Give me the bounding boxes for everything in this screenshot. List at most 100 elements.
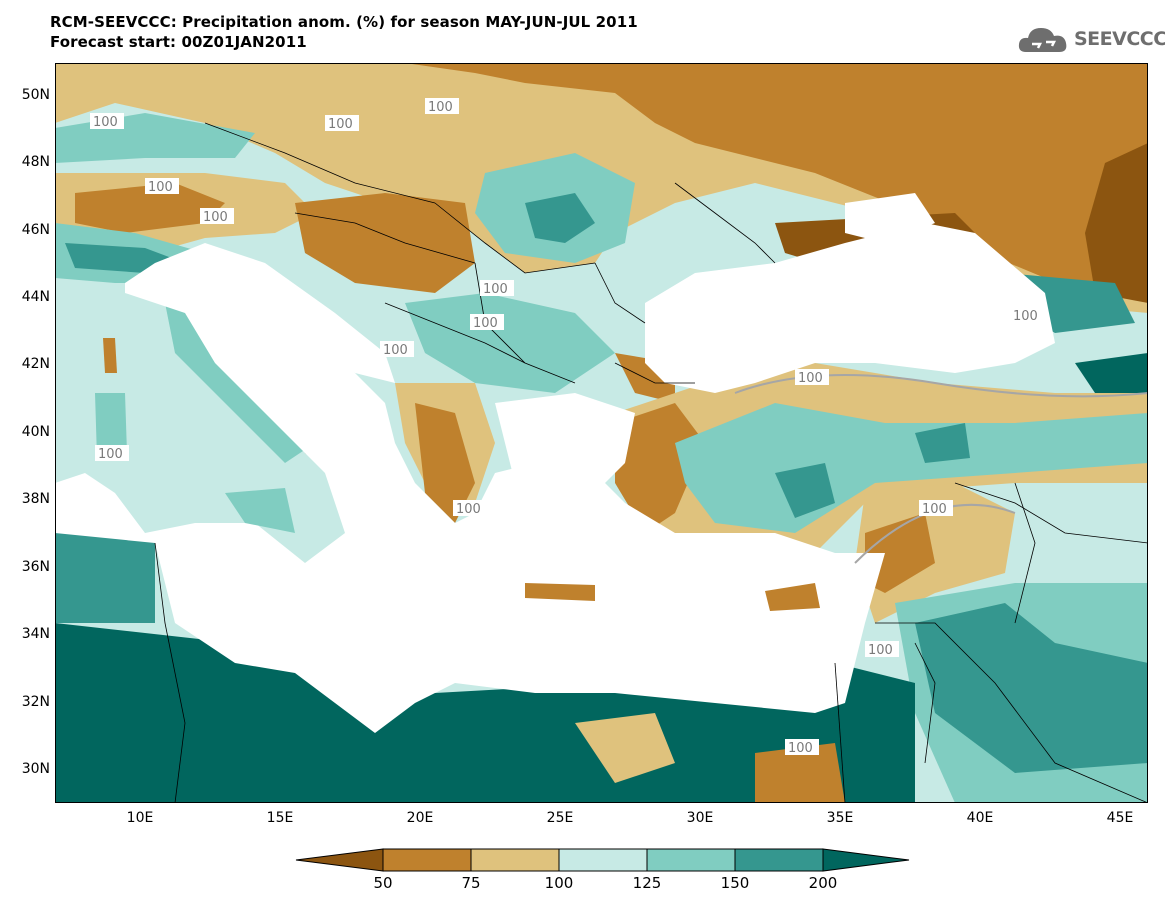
field-carpathian-wetter: [525, 193, 595, 243]
contour-label-box: [795, 369, 829, 385]
lat-label: 38N: [21, 491, 50, 507]
lon-label: 40E: [966, 810, 994, 826]
lon-label: 20E: [406, 810, 434, 826]
lat-label: 46N: [21, 222, 50, 238]
colorbar-label: 150: [720, 874, 750, 892]
field-egypt-drier: [755, 743, 845, 803]
field-alps-drier: [75, 183, 225, 233]
colorbar-segment-50-75: [382, 848, 472, 872]
title-line-1: RCM-SEEVCCC: Precipitation anom. (%) for…: [50, 13, 638, 31]
colorbar-segment-75-100: [470, 848, 560, 872]
contour-label-box: [865, 641, 899, 657]
colorbar-segment-lt50: [295, 848, 384, 872]
logo-text: SEEVCCC: [1074, 28, 1165, 50]
lat-label: 40N: [21, 424, 50, 440]
contour-line-100: [734, 374, 1148, 398]
field-greece-drier: [415, 403, 475, 523]
chart-title: RCM-SEEVCCC: Precipitation anom. (%) for…: [50, 12, 638, 52]
contour-label-11: 100: [798, 371, 823, 386]
contour-label-box: [470, 314, 504, 330]
contour-label-box: [425, 98, 459, 114]
map-frame-border: [55, 63, 1148, 803]
contour-label-box: [785, 739, 819, 755]
field-turkey-east-wetter: [915, 423, 970, 463]
field-hungary-dry: [295, 193, 475, 293]
colorbar-label: 50: [373, 874, 393, 892]
colorbar-label: 100: [544, 874, 574, 892]
contour-label-1: 100: [93, 115, 118, 130]
colorbar-label: 75: [461, 874, 481, 892]
island-sicily: [225, 488, 295, 533]
contour-label-14: 100: [868, 643, 893, 658]
contour-label-box: [95, 445, 129, 461]
contour-label-box: [145, 178, 179, 194]
contour-label-7: 100: [473, 316, 498, 331]
lat-label: 48N: [21, 154, 50, 170]
lon-label: 10E: [126, 810, 154, 826]
colorbar-segment-100-125: [558, 848, 648, 872]
lat-label: 30N: [21, 761, 50, 777]
colorbar-segment-125-150: [646, 848, 736, 872]
title-line-2: Forecast start: 00Z01JAN2011: [50, 33, 307, 51]
contour-label-box: [1010, 307, 1044, 323]
island-crete: [525, 583, 595, 601]
field-mesopotamia-wetter: [915, 603, 1148, 773]
cloud-icon: [1018, 28, 1067, 52]
sea-black-sea: [645, 223, 1055, 393]
lon-label: 35E: [826, 810, 854, 826]
lon-label: 15E: [266, 810, 294, 826]
sea-adriatic: [205, 243, 395, 383]
sea-mediterranean: [55, 243, 885, 733]
field-levant-drier: [865, 513, 935, 593]
field-caucasus-wettest: [1075, 353, 1148, 393]
field-balkans-wet: [405, 293, 615, 393]
contour-labels: 100 100 100 100 100 100 100 100 100 100 …: [90, 98, 1044, 756]
field-egypt-dry: [575, 713, 675, 783]
contour-label-12: 100: [1013, 309, 1038, 324]
contour-label-8: 100: [383, 343, 408, 358]
lat-label: 42N: [21, 356, 50, 372]
precipitation-map: 100 100 100 100 100 100 100 100 100 100 …: [55, 63, 1148, 803]
lon-label: 30E: [686, 810, 714, 826]
contour-label-box: [480, 280, 514, 296]
contour-label-9: 100: [98, 447, 123, 462]
island-corsica: [103, 338, 117, 373]
contour-label-box: [380, 341, 414, 357]
lat-label: 44N: [21, 289, 50, 305]
lat-label: 32N: [21, 694, 50, 710]
contour-label-3: 100: [428, 100, 453, 115]
island-cyprus: [765, 583, 820, 611]
seevccc-logo: SEEVCCC: [1016, 22, 1165, 58]
contour-label-5: 100: [203, 210, 228, 225]
lat-label: 50N: [21, 87, 50, 103]
colorbar-segment-150-200: [734, 848, 824, 872]
sea-azov: [845, 193, 935, 243]
contour-label-10: 100: [456, 502, 481, 517]
contour-label-6: 100: [483, 282, 508, 297]
lat-label: 34N: [21, 626, 50, 642]
contour-label-box: [919, 500, 953, 516]
colorbar-label: 200: [808, 874, 838, 892]
lon-label: 25E: [546, 810, 574, 826]
colorbar-label: 125: [632, 874, 662, 892]
contour-label-13: 100: [922, 502, 947, 517]
lon-label: 45E: [1106, 810, 1134, 826]
sea-aegean: [495, 393, 635, 503]
field-turkey-drier: [615, 403, 705, 533]
contour-label-box: [200, 208, 234, 224]
colorbar-segment-gt200: [822, 848, 910, 872]
lat-label: 36N: [21, 559, 50, 575]
contour-label-4: 100: [148, 180, 173, 195]
contour-label-box: [325, 115, 359, 131]
contour-label-2: 100: [328, 117, 353, 132]
field-nafrica-wet: [55, 533, 155, 623]
field-turkey-wetter: [775, 463, 835, 518]
contour-label-box: [453, 500, 487, 516]
contour-label-15: 100: [788, 741, 813, 756]
field-driest-north: [1085, 143, 1148, 303]
country-borders: [154, 122, 1148, 803]
field-levant-dry: [855, 483, 1015, 623]
contour-label-box: [90, 113, 124, 129]
island-sardinia: [95, 393, 127, 458]
colorbar: [295, 848, 910, 872]
